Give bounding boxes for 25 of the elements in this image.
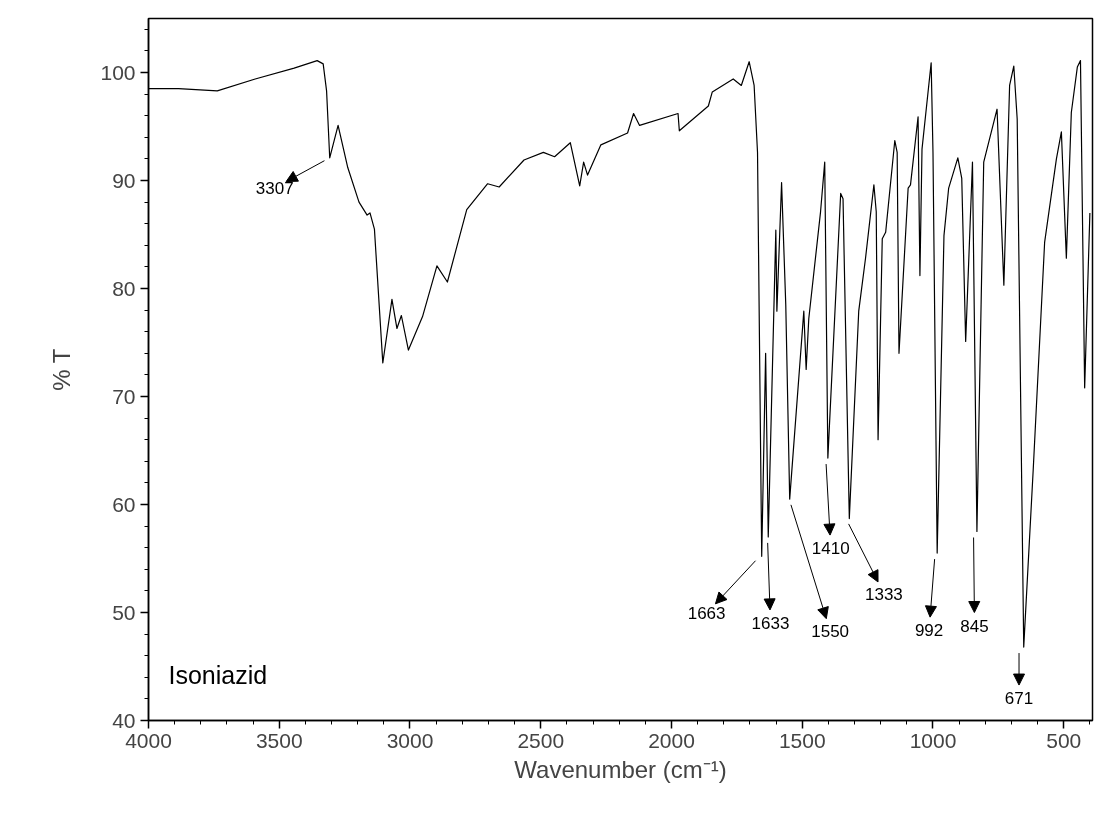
y-axis-title: % T	[48, 348, 76, 391]
x-tick-label: 3500	[255, 728, 303, 752]
annotation: 992	[914, 621, 944, 641]
annotation: Isoniazid	[168, 660, 268, 689]
x-tick-label: 2000	[648, 728, 695, 752]
x-tick-label: 2500	[517, 728, 565, 752]
annotation: 1333	[865, 584, 903, 604]
annotation: 1663	[687, 604, 726, 624]
y-tick-label: 70	[112, 384, 136, 408]
annotation: 671	[1004, 689, 1034, 709]
annotation: 845	[960, 616, 989, 636]
y-tick-label: 80	[112, 276, 136, 300]
x-tick-label: 3000	[386, 728, 434, 752]
x-tick-label: 500	[1046, 728, 1082, 752]
x-tick-label: 1500	[778, 728, 826, 752]
annotation: 1633	[751, 613, 790, 633]
y-tick-label: 90	[112, 168, 136, 192]
x-axis-title: Wavenumber (cm⁻¹)	[514, 755, 727, 783]
y-tick-label: 100	[100, 60, 136, 84]
annotation: 3307	[255, 178, 294, 198]
y-tick-label: 60	[112, 492, 136, 516]
annotation: 1550	[811, 622, 850, 642]
x-tick-label: 1000	[909, 728, 957, 752]
y-tick-label: 50	[112, 600, 136, 624]
annotation: 1410	[811, 539, 850, 559]
